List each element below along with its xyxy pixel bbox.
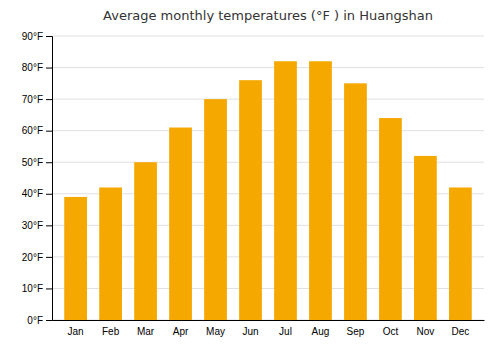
chart-title: Average monthly temperatures (°F ) in Hu… xyxy=(103,8,433,23)
bar xyxy=(64,197,87,320)
x-tick: Jul xyxy=(279,326,292,337)
bar xyxy=(344,83,367,320)
y-tick: 60°F xyxy=(22,125,52,136)
y-tick-label: 50°F xyxy=(22,157,43,168)
x-tick-label: May xyxy=(206,326,225,337)
x-tick: Sep xyxy=(347,326,365,337)
plot-area: 0°F 10°F 20°F 30°F 40°F 50°F 60°F 70°F 80°F 90°F J… xyxy=(22,31,485,337)
chart-container: 0°F 10°F 20°F 30°F 40°F 50°F 60°F 70°F 80°F 90°F J… xyxy=(0,0,500,350)
x-tick-label: Sep xyxy=(347,326,365,337)
chart-svg: 0°F 10°F 20°F 30°F 40°F 50°F 60°F 70°F 80°F 90°F J… xyxy=(0,0,500,350)
x-tick-label: Dec xyxy=(451,326,469,337)
bar xyxy=(379,118,402,320)
y-tick-label: 10°F xyxy=(22,283,43,294)
y-axis-line xyxy=(46,37,53,321)
y-axis: 0°F 10°F 20°F 30°F 40°F 50°F 60°F 70°F 80°F 90°F xyxy=(22,31,53,326)
bar xyxy=(204,99,227,320)
y-tick-label: 20°F xyxy=(22,252,43,263)
y-tick: 20°F xyxy=(22,252,52,263)
bar xyxy=(274,61,297,320)
y-tick-mark xyxy=(46,162,52,163)
y-tick: 0°F xyxy=(27,315,52,326)
x-tick: Nov xyxy=(417,326,435,337)
grid-line xyxy=(52,99,484,100)
x-tick-label: Jun xyxy=(242,326,258,337)
y-tick-mark xyxy=(46,131,52,132)
y-tick-mark xyxy=(46,320,52,321)
bar xyxy=(449,187,472,320)
x-tick-label: Oct xyxy=(383,326,399,337)
grid xyxy=(52,36,484,320)
x-tick: May xyxy=(206,326,225,337)
y-tick: 80°F xyxy=(22,62,52,73)
y-tick-mark xyxy=(46,99,52,100)
y-tick-label: 90°F xyxy=(22,31,43,42)
y-tick-label: 30°F xyxy=(22,220,43,231)
x-tick: Jan xyxy=(68,326,84,337)
y-tick: 30°F xyxy=(22,220,52,231)
bars xyxy=(64,61,472,320)
y-tick: 70°F xyxy=(22,94,52,105)
x-tick-label: Mar xyxy=(137,326,155,337)
y-tick: 90°F xyxy=(22,31,52,42)
y-tick-label: 70°F xyxy=(22,94,43,105)
y-tick-mark xyxy=(46,288,52,289)
x-tick: Feb xyxy=(102,326,120,337)
bar xyxy=(239,80,262,320)
y-tick-mark xyxy=(46,257,52,258)
y-tick-mark xyxy=(46,194,52,195)
x-tick-label: Aug xyxy=(312,326,330,337)
bar xyxy=(99,187,122,320)
x-tick-label: Jul xyxy=(279,326,292,337)
bar xyxy=(414,156,437,320)
y-tick-label: 40°F xyxy=(22,188,43,199)
y-tick: 10°F xyxy=(22,283,52,294)
y-tick: 50°F xyxy=(22,157,52,168)
x-tick-label: Nov xyxy=(417,326,435,337)
y-tick-mark xyxy=(46,68,52,69)
x-axis-line xyxy=(53,320,485,321)
x-tick: Apr xyxy=(173,326,189,337)
x-tick: Oct xyxy=(383,326,399,337)
bar xyxy=(134,162,157,320)
x-tick-label: Apr xyxy=(173,326,189,337)
x-tick: Mar xyxy=(137,326,155,337)
x-axis: Jan Feb Mar Apr May Jun Jul Aug Sep Oct Nov Dec xyxy=(53,321,485,338)
y-tick-mark xyxy=(46,36,52,37)
x-tick: Dec xyxy=(451,326,469,337)
grid-line xyxy=(52,36,484,37)
y-tick-mark xyxy=(46,225,52,226)
bar xyxy=(169,128,192,320)
x-tick: Aug xyxy=(312,326,330,337)
grid-line xyxy=(52,67,484,68)
x-tick-label: Jan xyxy=(68,326,84,337)
bar xyxy=(309,61,332,320)
y-tick-label: 60°F xyxy=(22,125,43,136)
x-tick: Jun xyxy=(242,326,258,337)
y-tick: 40°F xyxy=(22,188,52,199)
grid-line xyxy=(52,130,484,131)
y-tick-label: 0°F xyxy=(27,315,43,326)
y-tick-label: 80°F xyxy=(22,62,43,73)
x-tick-label: Feb xyxy=(102,326,120,337)
